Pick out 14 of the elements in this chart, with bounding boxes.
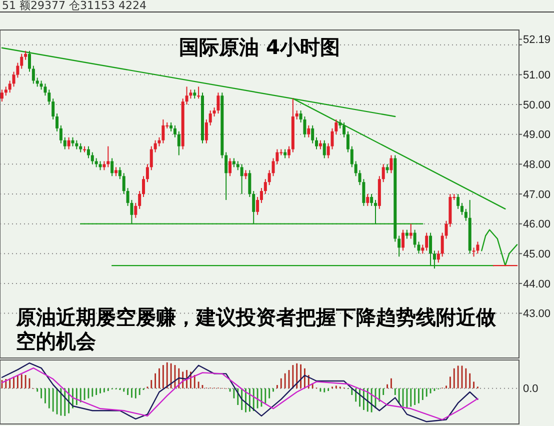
y-tick-label: 45.00 — [523, 248, 551, 260]
ref-line-label: 0.0 — [523, 383, 538, 396]
y-tick-label: 47.00 — [523, 188, 551, 201]
y-tick-label: 43.00 — [523, 308, 551, 320]
annotation: 原油近期屡空屡赚，建议投资者把握下降趋势线附近做空的机会 — [15, 305, 497, 353]
chart-title: 国际原油 4小时图 — [179, 35, 340, 59]
y-tick-label: 44.00 — [523, 278, 551, 290]
y-tick-label: 52.19 — [523, 34, 551, 46]
y-tick-label: 49.00 — [523, 129, 551, 142]
y-tick-label: 50.00 — [523, 99, 551, 112]
y-tick-label: 46.00 — [523, 218, 551, 231]
text: 51 额29377 仓31153 4224 — [2, 0, 146, 12]
y-tick-label: 51.00 — [523, 70, 551, 82]
y-tick-label: 48.00 — [523, 159, 551, 172]
